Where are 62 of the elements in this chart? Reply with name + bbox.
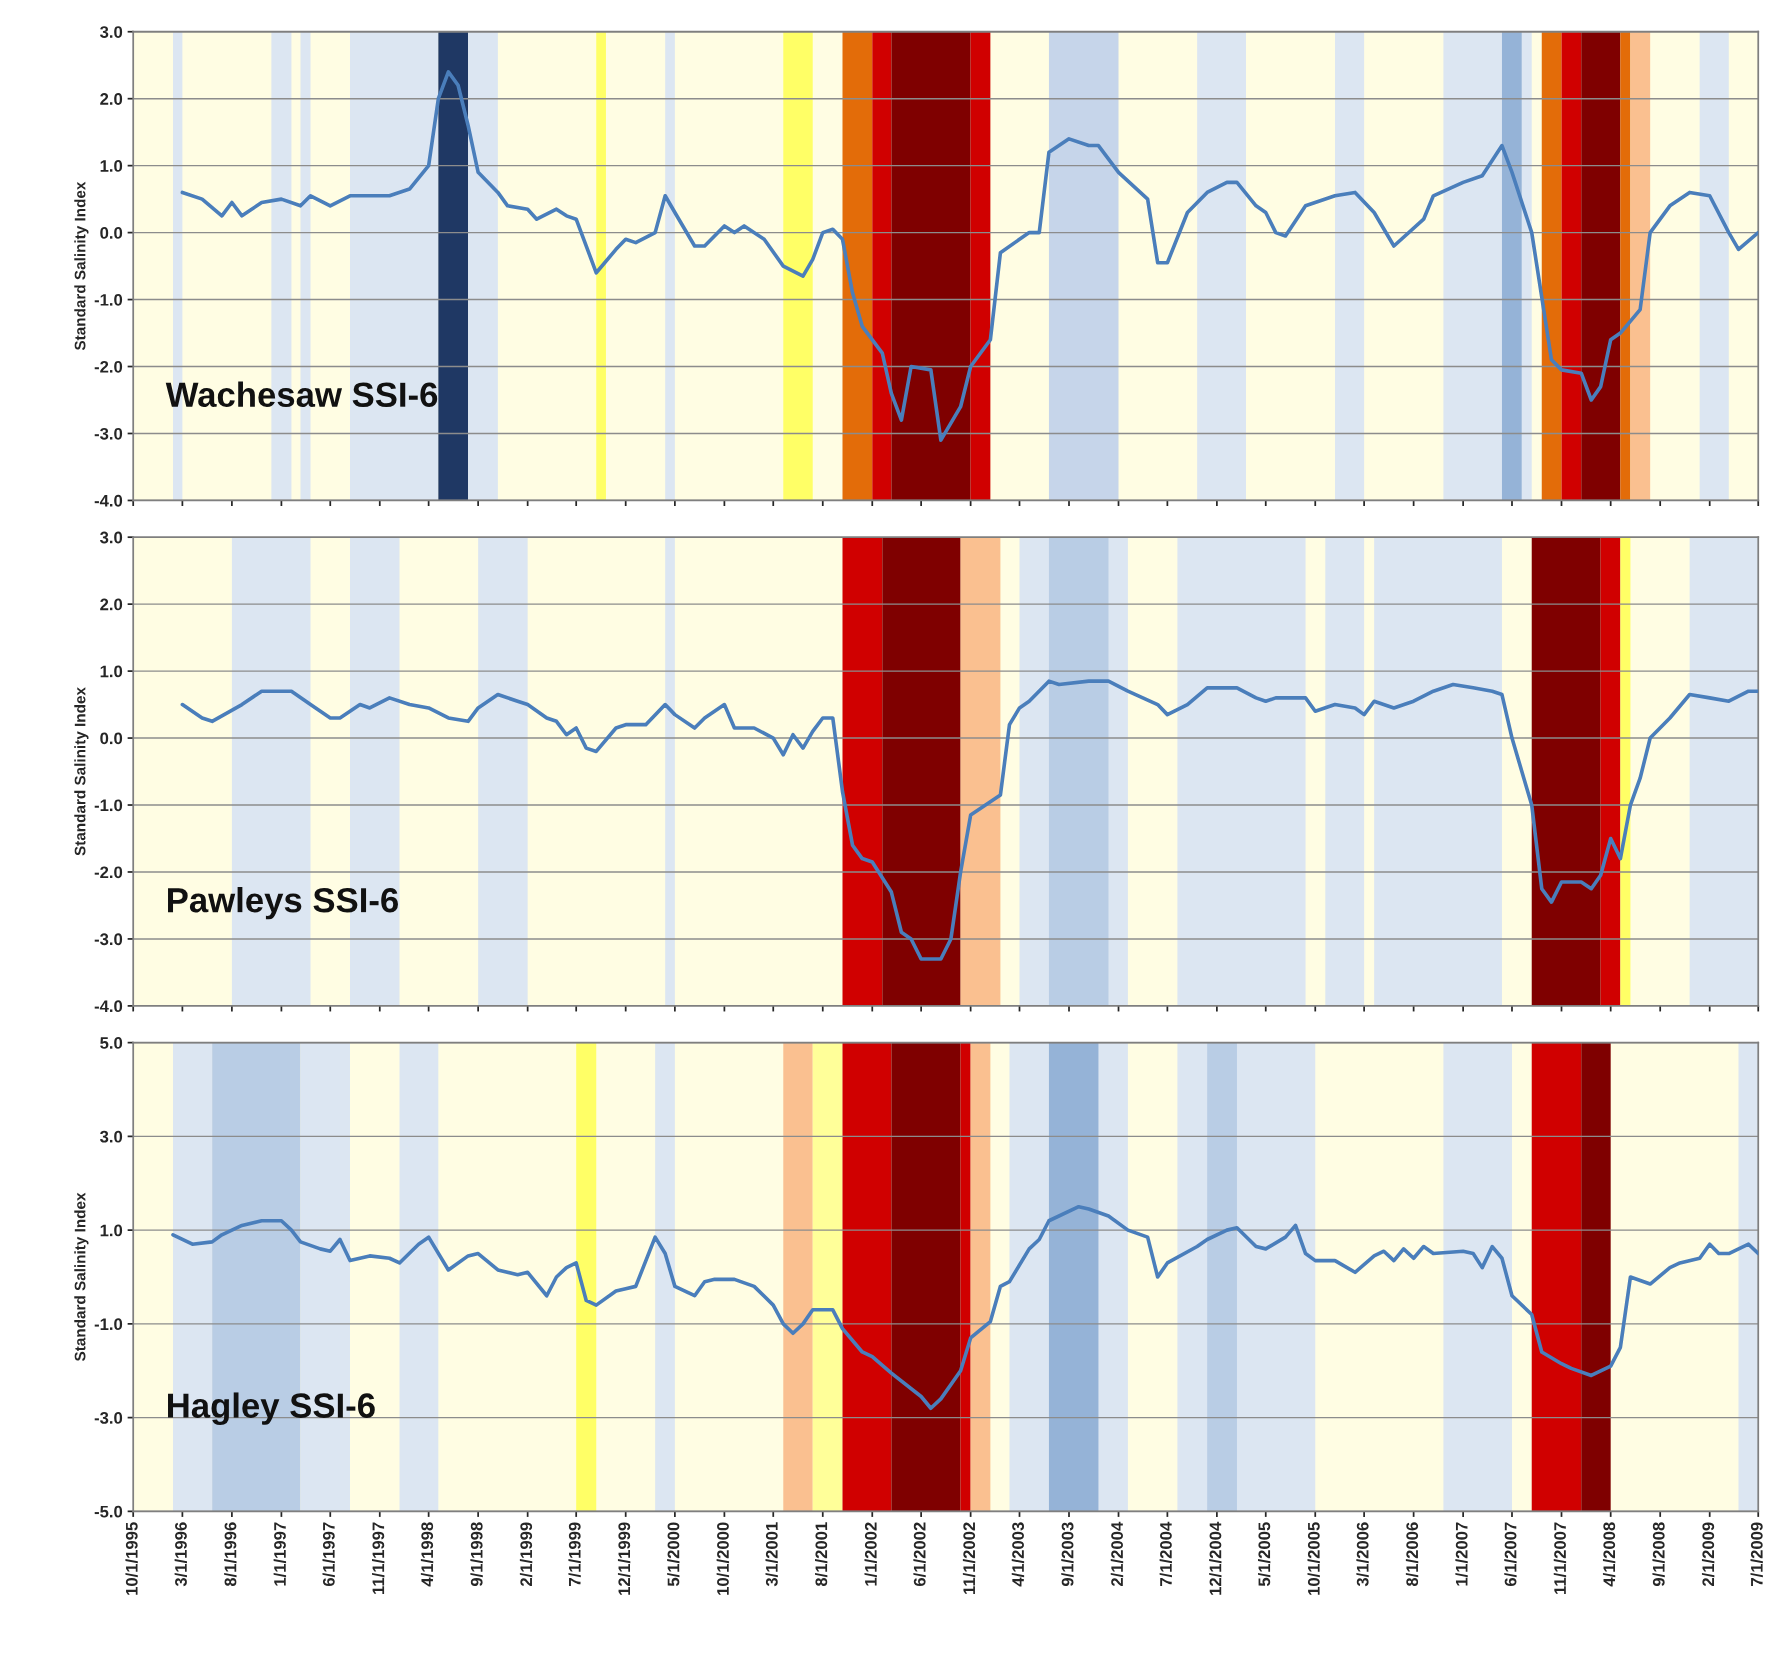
y-tick-label: -3.0 [94,1412,123,1424]
y-tick-label: 1.0 [100,160,123,172]
y-tick-label: 5.0 [100,1037,123,1049]
x-tick-label: 8/1/1996 [224,1522,237,1587]
x-tick-label: 5/1/2000 [667,1522,680,1587]
y-tick-label: -1.0 [94,293,123,306]
y-tick-label: 3.0 [100,531,123,544]
x-tick-label: 7/1/2009 [1750,1522,1763,1586]
y-tick-label: 2.0 [100,598,123,611]
x-tick-label: 12/1/2004 [1209,1521,1222,1595]
y-tick-label: 1.0 [100,665,123,678]
x-tick-label: 11/1/1997 [372,1522,385,1594]
x-tick-label: 8/1/2001 [814,1522,828,1587]
x-tick-label: 1/1/1997 [273,1522,287,1586]
x-tick-label: 3/1/1996 [174,1522,188,1587]
y-tick-label: -2.0 [94,360,123,373]
annotation: Wachesaw SSI-6 [165,381,438,408]
x-tick-label: 3/1/2001 [765,1522,778,1587]
y-tick-label: 0.0 [100,227,123,239]
x-tick-label: 4/1/2003 [1011,1522,1025,1587]
x-tick-label: 11/1/2002 [962,1522,976,1594]
x-tick-label: 1/1/2002 [864,1522,877,1586]
annotation: Hagley SSI-6 [168,1392,375,1425]
x-tick-label: 6/1/2002 [913,1522,926,1587]
x-tick-label: 9/1/2003 [1061,1522,1074,1587]
x-tick-label: 4/1/1998 [420,1522,434,1587]
x-tick-label: 12/1/1999 [617,1522,631,1595]
y-axis-title: Standard Salinity Index [74,687,89,856]
y-tick-label: 3.0 [100,1130,123,1143]
y-tick-label: -5.0 [94,1505,123,1518]
y-tick-label: -1.0 [94,1318,123,1331]
y-tick-label: -4.0 [94,494,123,507]
x-tick-label: 6/1/1997 [322,1522,335,1587]
annotation: Pawleys SSI-6 [168,886,398,920]
y-axis-title: Standard Salinity Index [74,1192,89,1362]
y-tick-label: -3.0 [94,427,123,440]
y-axis-title: Standard Salinity Index [74,181,89,351]
x-tick-label: 8/1/2006 [1405,1522,1419,1587]
x-tick-label: 3/1/2006 [1356,1522,1369,1587]
x-tick-label: 7/1/2004 [1159,1521,1173,1586]
y-tick-label: -3.0 [94,933,123,946]
x-tick-label: 10/1/1995 [125,1522,138,1595]
x-tick-label: 6/1/2007 [1504,1522,1517,1587]
y-tick-label: 3.0 [100,26,123,38]
x-tick-label: 1/1/2007 [1455,1522,1468,1586]
x-tick-label: 2/1/1999 [519,1522,533,1587]
y-tick-label: -1.0 [94,799,123,812]
x-tick-label: 2/1/2004 [1110,1521,1124,1587]
y-tick-label: -2.0 [94,866,123,879]
x-tick-label: 2/1/2009 [1701,1522,1715,1587]
x-tick-label: 10/1/2000 [716,1522,730,1595]
y-tick-label: 1.0 [100,1224,123,1237]
x-tick-label: 10/1/2005 [1307,1522,1320,1595]
x-tick-label: 11/1/2007 [1553,1522,1567,1594]
x-tick-label: 4/1/2008 [1602,1522,1616,1587]
y-tick-label: 2.0 [100,93,123,105]
x-tick-label: 7/1/1999 [568,1522,581,1586]
x-tick-label: 9/1/2008 [1652,1522,1665,1587]
x-tick-label: 9/1/1998 [470,1522,483,1587]
y-tick-label: -4.0 [94,1000,123,1013]
y-tick-label: 0.0 [100,732,123,745]
x-tick-label: 5/1/2005 [1257,1522,1271,1587]
